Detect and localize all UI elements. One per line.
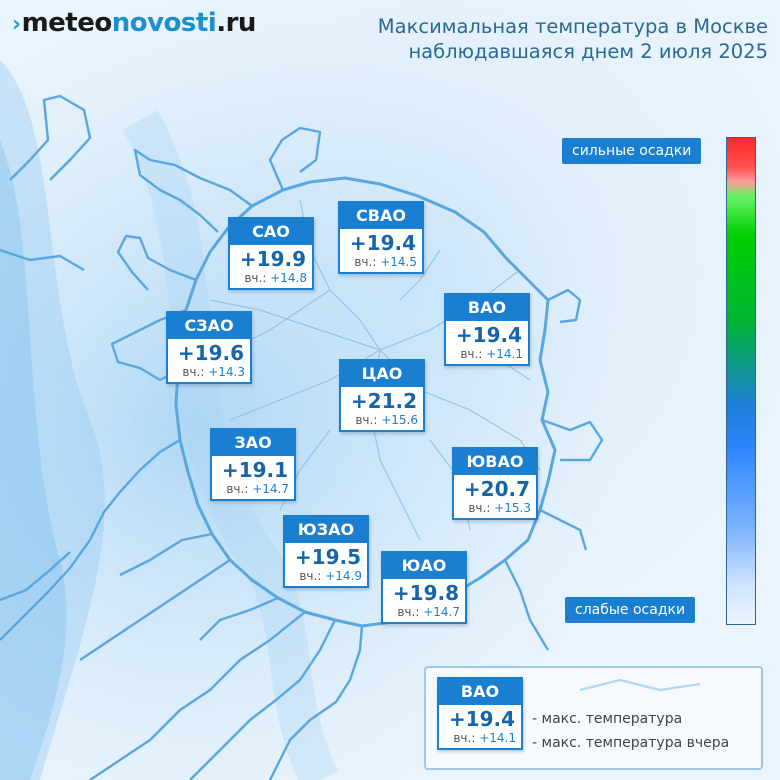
precipitation-scale-bar: [726, 137, 756, 625]
prev-temp-row: вч.: +14.9: [285, 569, 367, 586]
max-temp-value: +20.7: [463, 477, 530, 501]
title-line-1: Максимальная температура в Москве: [377, 15, 768, 38]
max-temp-value: +21.2: [350, 389, 417, 413]
prev-temp-value: +14.7: [423, 605, 460, 619]
prev-temp-value: +14.9: [325, 569, 362, 583]
legend-sample-temp: +19.4: [448, 707, 515, 731]
district-card-yuzao[interactable]: ЮЗАО +19.5 вч.: +14.9: [283, 515, 369, 588]
prev-temp-row: вч.: +14.1: [446, 347, 528, 364]
prev-temp-label: вч.:: [299, 569, 322, 583]
prev-temp-row: вч.: +14.3: [168, 365, 250, 382]
prev-temp-value: +14.8: [270, 271, 307, 285]
district-name: ЦАО: [341, 361, 423, 387]
district-card-sao[interactable]: САО +19.9 вч.: +14.8: [228, 217, 314, 290]
legend-sample-prev-value: +14.1: [479, 731, 516, 745]
prev-temp-label: вч.:: [226, 482, 249, 496]
prev-temp-value: +15.6: [381, 413, 418, 427]
legend-sample-name: ВАО: [439, 679, 521, 705]
max-temp-value: +19.9: [239, 247, 306, 271]
prev-temp-label: вч.:: [460, 347, 483, 361]
prev-temp-value: +14.3: [208, 365, 245, 379]
scale-top-label: сильные осадки: [562, 138, 702, 164]
district-name: ВАО: [446, 295, 528, 321]
max-temp-value: +19.1: [221, 458, 288, 482]
prev-temp-row: вч.: +14.7: [212, 482, 294, 499]
district-name: ЗАО: [212, 430, 294, 456]
scale-bottom-label: слабые осадки: [565, 597, 696, 623]
logo[interactable]: ›meteonovosti.ru: [12, 8, 256, 38]
prev-temp-row: вч.: +15.3: [454, 501, 536, 518]
district-card-yuao[interactable]: ЮАО +19.8 вч.: +14.7: [381, 551, 467, 624]
prev-temp-row: вч.: +14.5: [340, 255, 422, 272]
prev-temp-label: вч.:: [468, 501, 491, 515]
district-name: СВАО: [340, 203, 422, 229]
district-card-zao[interactable]: ЗАО +19.1 вч.: +14.7: [210, 428, 296, 501]
outer-territory-lines: [0, 94, 701, 780]
legend-sample-prev-row: вч.: +14.1: [439, 731, 521, 748]
legend-prev-temp-text: - макс. температура вчера: [532, 735, 730, 751]
prev-temp-row: вч.: +14.8: [230, 271, 312, 288]
district-name: САО: [230, 219, 312, 245]
page-title: Максимальная температура в Москве наблюд…: [378, 14, 768, 64]
max-temp-value: +19.5: [294, 545, 361, 569]
logo-part-novosti: novosti: [111, 8, 217, 38]
max-temp-value: +19.6: [177, 341, 244, 365]
district-name: СЗАО: [168, 313, 250, 339]
prev-temp-label: вч.:: [182, 365, 205, 379]
district-name: ЮАО: [383, 553, 465, 579]
district-name: ЮЗАО: [285, 517, 367, 543]
district-card-svao[interactable]: СВАО +19.4 вч.: +14.5: [338, 201, 424, 274]
prev-temp-value: +14.7: [252, 482, 289, 496]
district-card-cao[interactable]: ЦАО +21.2 вч.: +15.6: [339, 359, 425, 432]
prev-temp-label: вч.:: [355, 413, 378, 427]
legend-sample-prev-label: вч.:: [453, 731, 476, 745]
prev-temp-row: вч.: +15.6: [341, 413, 423, 430]
legend-max-temp-text: - макс. температура: [532, 711, 683, 727]
logo-part-domain: .ru: [216, 8, 256, 38]
prev-temp-value: +14.1: [486, 347, 523, 361]
prev-temp-label: вч.:: [244, 271, 267, 285]
title-line-2: наблюдавшаяся днем 2 июля 2025: [408, 40, 768, 63]
max-temp-value: +19.4: [455, 323, 522, 347]
prev-temp-value: +15.3: [494, 501, 531, 515]
legend-sample-card: ВАО +19.4 вч.: +14.1: [437, 677, 523, 750]
prev-temp-value: +14.5: [380, 255, 417, 269]
district-name: ЮВАО: [454, 449, 536, 475]
prev-temp-row: вч.: +14.7: [383, 605, 465, 622]
district-card-vao[interactable]: ВАО +19.4 вч.: +14.1: [444, 293, 530, 366]
max-temp-value: +19.8: [392, 581, 459, 605]
district-card-szao[interactable]: СЗАО +19.6 вч.: +14.3: [166, 311, 252, 384]
district-card-yuvao[interactable]: ЮВАО +20.7 вч.: +15.3: [452, 447, 538, 520]
max-temp-value: +19.4: [349, 231, 416, 255]
logo-part-meteo: meteo: [21, 8, 113, 38]
prev-temp-label: вч.:: [354, 255, 377, 269]
prev-temp-label: вч.:: [397, 605, 420, 619]
chevron-mark-icon: ›: [12, 12, 21, 37]
